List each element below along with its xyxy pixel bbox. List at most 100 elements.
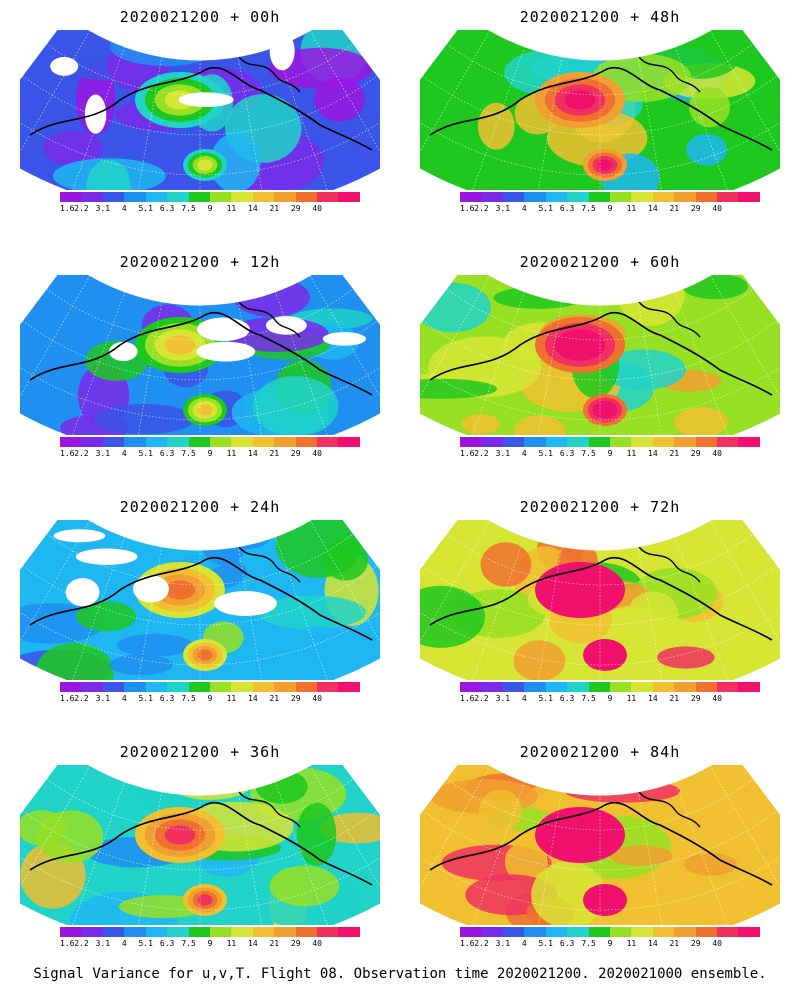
colour-bin: [717, 437, 739, 447]
scale-tick-label: 4: [521, 939, 527, 948]
colour-bin: [588, 682, 610, 692]
latitude-line: [46, 533, 354, 586]
panel-title: 2020021200 + 72h: [519, 498, 681, 516]
colour-bin: [695, 682, 718, 692]
colour-bin: [695, 437, 718, 447]
longitude-line: [309, 520, 380, 655]
scale-tick-label: 1.6: [60, 204, 75, 213]
colour-bin: [60, 682, 82, 692]
field-contour: [461, 414, 500, 435]
scale-tick-label: 9: [607, 939, 613, 948]
colour-bin: [81, 927, 103, 937]
scale-tick-label: 9: [207, 449, 213, 458]
longitude-line: [674, 536, 729, 680]
colour-bin: [274, 927, 296, 937]
colour-bin: [481, 192, 503, 202]
colour-bin: [145, 192, 168, 202]
scale-tick-label: 5.1: [538, 449, 553, 458]
scale-tick-label: 5.1: [138, 939, 153, 948]
colour-scale: 1.6 2.2 3.1 4 5.1 6.3 7.5 9 11 14 21 29 40: [460, 192, 760, 214]
longitude-line: [309, 765, 380, 900]
colour-bin: [674, 437, 696, 447]
colour-bin: [338, 927, 360, 937]
scale-tick-label: 5.1: [538, 694, 553, 703]
colour-bin: [188, 927, 210, 937]
variance-maximum: [164, 580, 196, 600]
forecast-panel: 2020021200 + 48h 1.6 2.2 3.1 4 5.1 6.3 7.5 9 11 14…: [400, 0, 800, 245]
scale-tick-label: 3.1: [95, 694, 111, 703]
scale-tick-label: 9: [607, 204, 613, 213]
colour-bin: [567, 437, 589, 447]
scale-tick-label: 6.3: [559, 449, 575, 458]
colour-bin: [609, 682, 632, 692]
forecast-panel: 2020021200 + 00h 1.6 2.2 3.1 4 5.1 6.3 7.5 9 11 14…: [0, 0, 400, 245]
colour-bin: [695, 927, 718, 937]
panel-title: 2020021200 + 84h: [519, 743, 681, 761]
field-contour: [420, 378, 498, 399]
longitude-line: [274, 781, 329, 925]
colour-bin: [317, 682, 339, 692]
coastline: [29, 802, 373, 886]
scale-ticks: 1.6 2.2 3.1 4 5.1 6.3 7.5 9 11 14 21 29 40: [460, 937, 760, 949]
scale-tick-label: 5.1: [138, 694, 153, 703]
colour-bar: [460, 192, 760, 202]
colour-bin: [652, 437, 675, 447]
longitude-line: [134, 301, 163, 435]
colour-bin: [252, 682, 275, 692]
colour-bin: [81, 682, 103, 692]
scale-tick-label: 4: [521, 694, 527, 703]
scale-tick-label: 1.6: [460, 449, 475, 458]
longitude-line: [709, 520, 780, 655]
longitude-line: [534, 56, 563, 190]
scale-ticks: 1.6 2.2 3.1 4 5.1 6.3 7.5 9 11 14 21 29 40: [60, 692, 360, 704]
latitude-line: [46, 43, 354, 96]
colour-bin: [631, 682, 653, 692]
secondary-maximum: [197, 894, 213, 906]
variance-map: [420, 30, 780, 190]
longitude-line: [674, 46, 729, 190]
field-contour: [684, 853, 738, 876]
colour-bin: [695, 192, 718, 202]
latitude-line: [446, 43, 754, 96]
scale-tick-label: 7.5: [181, 449, 196, 458]
map-border: [20, 520, 380, 680]
colour-bin: [102, 192, 125, 202]
colour-scale: 1.6 2.2 3.1 4 5.1 6.3 7.5 9 11 14 21 29 40: [60, 927, 360, 949]
longitude-line: [420, 520, 491, 655]
scale-tick-label: 7.5: [181, 939, 196, 948]
no-data-region: [269, 31, 295, 71]
colour-bin: [588, 437, 610, 447]
scale-tick-label: 6.3: [559, 694, 575, 703]
scale-tick-label: 4: [121, 694, 127, 703]
colour-bin: [524, 437, 546, 447]
panel-title: 2020021200 + 48h: [519, 8, 681, 26]
colour-bin: [81, 192, 103, 202]
longitude-line: [420, 275, 491, 410]
scale-tick-label: 11: [226, 939, 237, 948]
field-contour: [210, 133, 261, 190]
longitude-line: [274, 46, 329, 190]
colour-bin: [524, 682, 546, 692]
colour-bin: [317, 192, 339, 202]
longitude-line: [309, 30, 380, 165]
longitude-line: [709, 765, 780, 900]
scale-tick-label: 6.3: [159, 204, 175, 213]
scale-tick-label: 3.1: [495, 694, 511, 703]
longitude-line: [71, 781, 126, 925]
field-contour: [493, 286, 584, 309]
forecast-panel: 2020021200 + 24h 1.6 2.2 3.1 4 5.1 6.3 7.5 9 11 14…: [0, 490, 400, 735]
longitude-line: [134, 56, 163, 190]
scale-tick-label: 40: [712, 694, 722, 703]
colour-bin: [317, 437, 339, 447]
colour-bin: [631, 927, 653, 937]
colour-bin: [102, 437, 125, 447]
no-data-region: [65, 578, 100, 607]
colour-bin: [460, 192, 482, 202]
field-contour: [43, 130, 104, 166]
longitude-line: [134, 546, 163, 680]
scale-tick-label: 2.2: [474, 204, 489, 213]
scale-tick-label: 40: [312, 694, 322, 703]
scale-tick-label: 7.5: [181, 694, 196, 703]
colour-bin: [738, 682, 760, 692]
